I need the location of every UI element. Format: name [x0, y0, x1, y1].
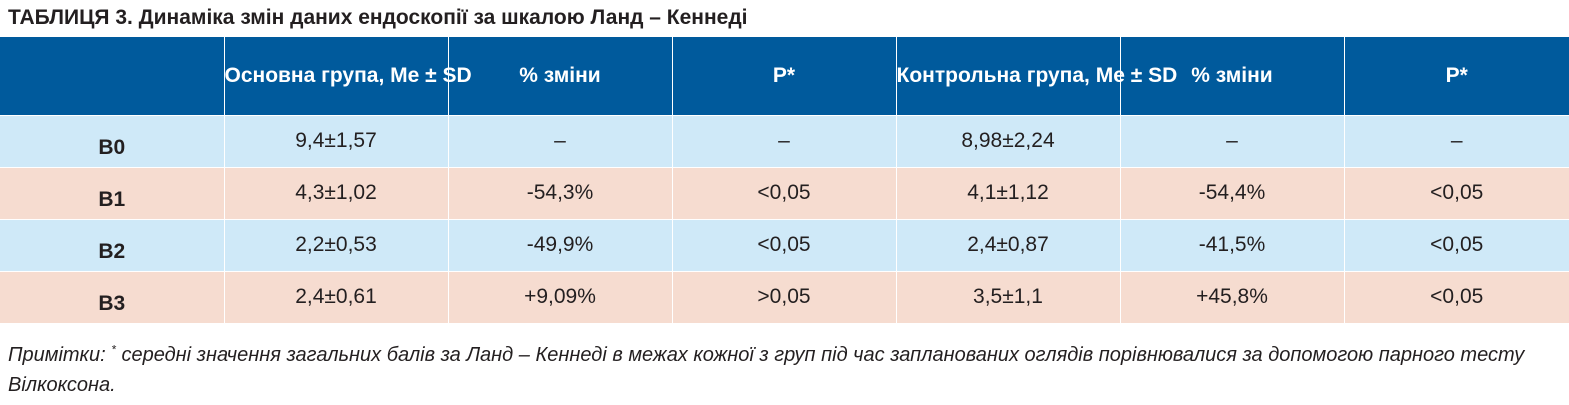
- cell-main-change: –: [447, 114, 673, 168]
- cell-control-p: –: [1343, 114, 1569, 168]
- table-row: B0 9,4±1,57 – – 8,98±2,24 – –: [0, 114, 1569, 168]
- cell-main-p: <0,05: [671, 166, 897, 220]
- table-row: B1 4,3±1,02 -54,3% <0,05 4,1±1,12 -54,4%…: [0, 166, 1569, 220]
- cell-main-group: 9,4±1,57: [223, 114, 449, 168]
- cell-control-change: +45,8%: [1119, 270, 1345, 324]
- cell-control-p: <0,05: [1343, 270, 1569, 324]
- row-label: B3: [0, 270, 225, 324]
- cell-control-p: <0,05: [1343, 166, 1569, 220]
- cell-control-change: -41,5%: [1119, 218, 1345, 272]
- cell-main-group: 2,4±0,61: [223, 270, 449, 324]
- header-main-group: Основна група, Me ± SD: [223, 37, 472, 116]
- table-title: ТАБЛИЦЯ 3. Динаміка змін даних ендоскопі…: [8, 6, 748, 29]
- header-main-p: P*: [671, 37, 897, 116]
- cell-control-group: 8,98±2,24: [895, 114, 1121, 168]
- row-label: B0: [0, 114, 225, 168]
- header-control-change: % зміни: [1119, 37, 1345, 116]
- cell-main-change: -49,9%: [447, 218, 673, 272]
- header-control-p: P*: [1343, 37, 1569, 116]
- header-control-group: Контрольна група, Me ± SD: [895, 37, 1177, 116]
- footnote-prefix: Примітки:: [8, 344, 112, 366]
- cell-main-change: +9,09%: [447, 270, 673, 324]
- footnote-marker: *: [111, 342, 116, 357]
- footnote-text: середні значення загальних балів за Ланд…: [8, 344, 1525, 396]
- cell-control-group: 4,1±1,12: [895, 166, 1121, 220]
- table-footnote: Примітки: * середні значення загальних б…: [8, 340, 1553, 400]
- cell-control-change: -54,4%: [1119, 166, 1345, 220]
- cell-control-p: <0,05: [1343, 218, 1569, 272]
- cell-main-p: –: [671, 114, 897, 168]
- header-main-change: % зміни: [447, 37, 673, 116]
- cell-main-p: >0,05: [671, 270, 897, 324]
- row-label: B2: [0, 218, 225, 272]
- table-row: B2 2,2±0,53 -49,9% <0,05 2,4±0,87 -41,5%…: [0, 218, 1569, 272]
- row-label: B1: [0, 166, 225, 220]
- cell-control-group: 3,5±1,1: [895, 270, 1121, 324]
- header-row: Основна група, Me ± SD % зміни P* Контро…: [0, 37, 1569, 116]
- header-label: [0, 37, 225, 116]
- cell-control-group: 2,4±0,87: [895, 218, 1121, 272]
- cell-main-change: -54,3%: [447, 166, 673, 220]
- cell-control-change: –: [1119, 114, 1345, 168]
- cell-main-group: 4,3±1,02: [223, 166, 449, 220]
- endoscopy-table: Основна група, Me ± SD % зміни P* Контро…: [0, 37, 1569, 324]
- table-row: B3 2,4±0,61 +9,09% >0,05 3,5±1,1 +45,8% …: [0, 270, 1569, 324]
- cell-main-p: <0,05: [671, 218, 897, 272]
- cell-main-group: 2,2±0,53: [223, 218, 449, 272]
